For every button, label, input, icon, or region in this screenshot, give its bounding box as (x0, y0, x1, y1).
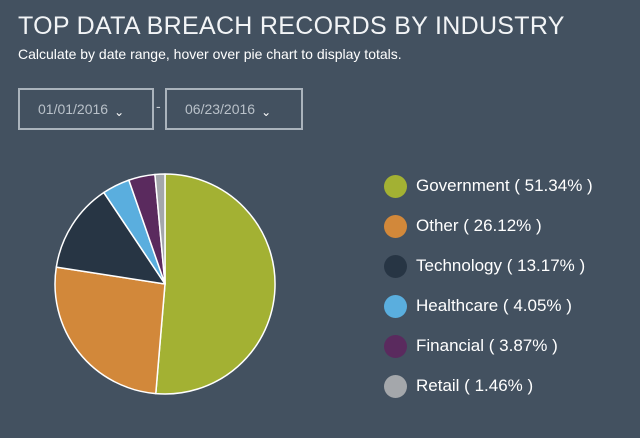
legend-swatch (384, 214, 407, 238)
legend-label: Retail ( 1.46% ) (416, 376, 534, 395)
legend-item-government[interactable]: Government ( 51.34% ) (384, 166, 593, 206)
legend-item-other[interactable]: Other ( 26.12% ) (384, 206, 593, 246)
legend-item-financial[interactable]: Financial ( 3.87% ) (384, 326, 593, 366)
legend-item-healthcare[interactable]: Healthcare ( 4.05% ) (384, 286, 593, 326)
legend-label: Financial ( 3.87% ) (416, 336, 558, 355)
legend-swatch (384, 334, 407, 358)
legend-label: Other ( 26.12% ) (416, 216, 542, 235)
pie-slice-government[interactable] (155, 173, 276, 395)
start-date-value: 01/01/2016 (38, 101, 109, 117)
legend-label: Healthcare ( 4.05% ) (416, 296, 572, 315)
start-date-dropdown[interactable]: 01/01/2016 ⌄ (18, 88, 154, 130)
chart-legend: Government ( 51.34% ) Other ( 26.12% ) Tec… (384, 166, 593, 406)
end-date-dropdown[interactable]: 06/23/2016 ⌄ (165, 88, 303, 130)
legend-item-retail[interactable]: Retail ( 1.46% ) (384, 366, 593, 406)
page-subtitle: Calculate by date range, hover over pie … (18, 46, 402, 62)
pie-slice-retail[interactable] (154, 173, 166, 285)
legend-label: Technology ( 13.17% ) (416, 256, 586, 275)
legend-swatch (384, 294, 407, 318)
end-date-value: 06/23/2016 (185, 101, 256, 117)
pie-slice-other[interactable] (54, 266, 166, 395)
chevron-down-icon: ⌄ (114, 105, 125, 119)
pie-slice-technology[interactable] (55, 191, 166, 285)
legend-swatch (384, 174, 407, 198)
legend-item-technology[interactable]: Technology ( 13.17% ) (384, 246, 593, 286)
pie-chart[interactable] (52, 171, 278, 397)
date-range-separator: - (156, 98, 161, 114)
legend-swatch (384, 254, 407, 278)
chevron-down-icon: ⌄ (261, 105, 272, 119)
legend-label: Government ( 51.34% ) (416, 176, 593, 195)
legend-swatch (384, 374, 407, 398)
page-title: TOP DATA BREACH RECORDS BY INDUSTRY (18, 12, 565, 40)
